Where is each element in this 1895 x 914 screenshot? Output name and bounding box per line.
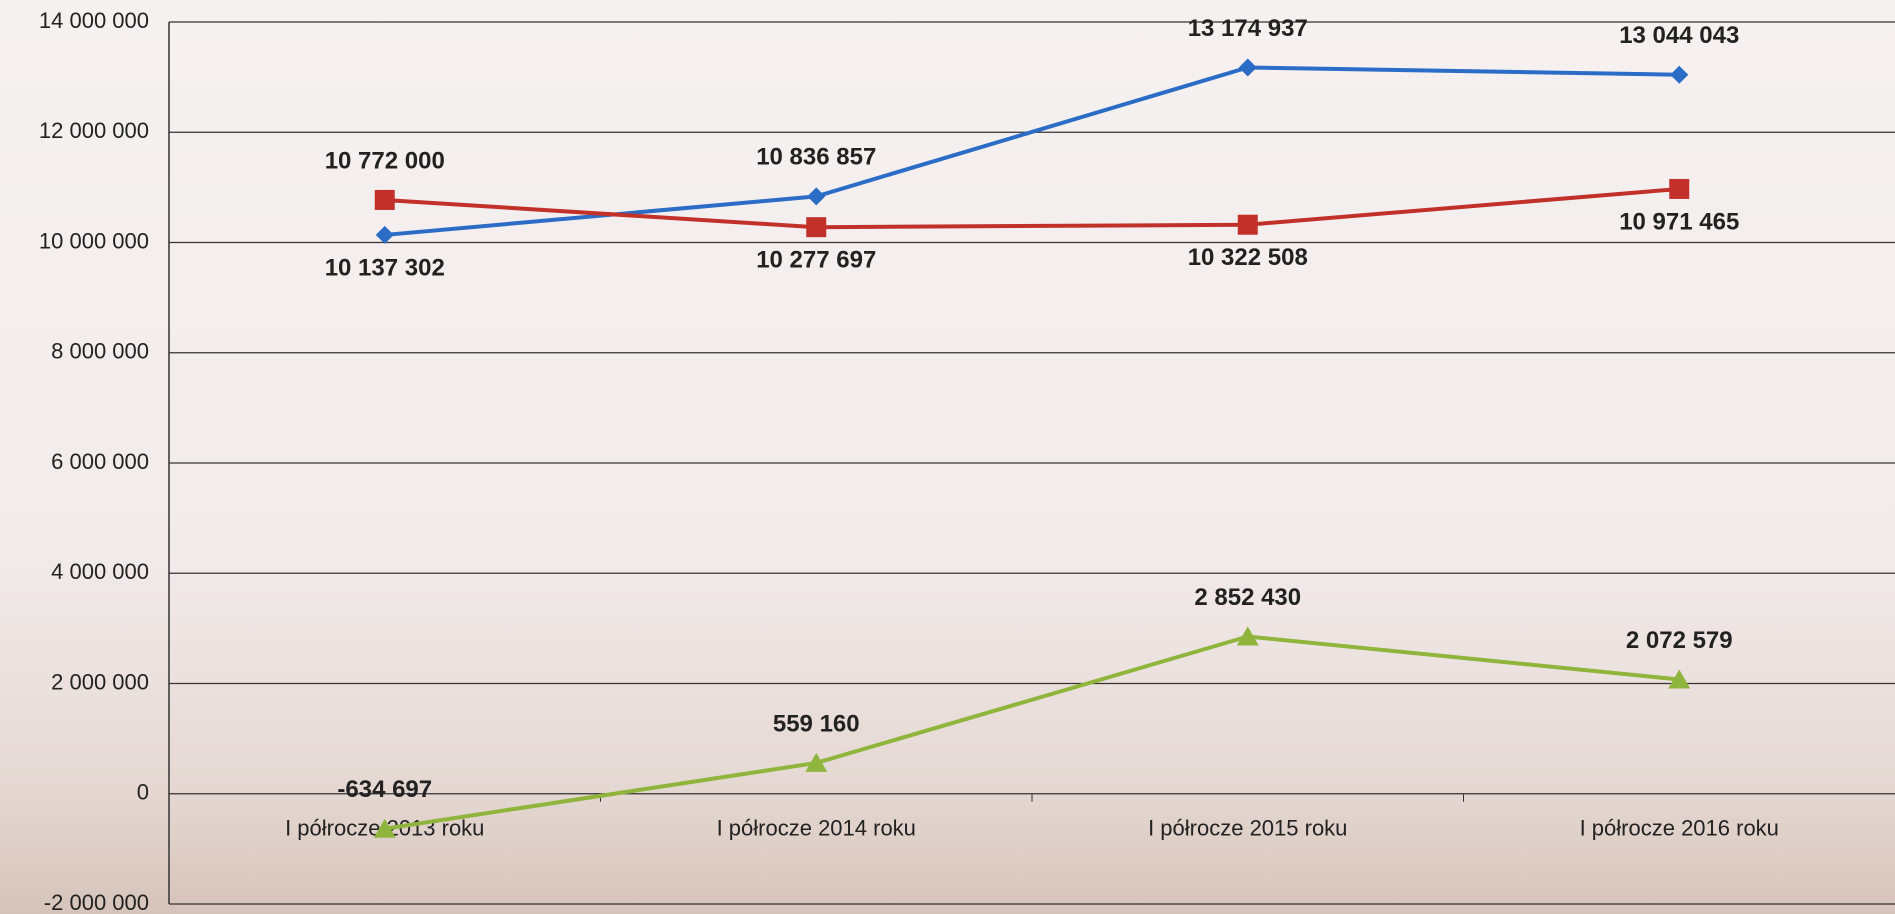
series-line (384, 186, 1680, 230)
y-tick-label: 4 000 000 (51, 559, 149, 584)
marker (806, 217, 827, 238)
value-label: 13 174 937 (1188, 15, 1308, 42)
marker (1236, 626, 1259, 646)
y-tick-label: 10 000 000 (39, 228, 149, 253)
value-label: 13 044 043 (1619, 22, 1739, 49)
x-tick-label: I półrocze 2015 roku (1148, 816, 1347, 841)
value-label: 10 836 857 (756, 144, 876, 171)
x-tick-label: I półrocze 2014 roku (717, 816, 916, 841)
marker (1237, 214, 1258, 235)
value-label: 10 322 508 (1188, 244, 1308, 271)
value-label: 10 277 697 (756, 247, 876, 274)
y-tick-label: -2 000 000 (44, 890, 149, 914)
x-tick-label: I półrocze 2016 roku (1580, 816, 1779, 841)
value-label: 10 137 302 (325, 254, 445, 281)
y-tick-label: 14 000 000 (39, 8, 149, 33)
marker (807, 187, 826, 206)
marker (375, 225, 394, 244)
marker (1668, 669, 1691, 689)
y-tick-label: 2 000 000 (51, 669, 149, 694)
value-label: 10 772 000 (325, 147, 445, 174)
y-tick-label: 0 (137, 780, 149, 805)
marker (373, 818, 396, 838)
value-label: -634 697 (337, 776, 432, 803)
marker (805, 752, 828, 772)
y-tick-label: 6 000 000 (51, 449, 149, 474)
series-line (384, 65, 1680, 237)
value-label: 559 160 (773, 710, 860, 737)
value-label: 10 971 465 (1619, 208, 1739, 235)
marker (374, 189, 395, 210)
marker (1670, 65, 1689, 84)
series-line (384, 634, 1680, 831)
marker (1238, 58, 1257, 77)
y-tick-label: 12 000 000 (39, 118, 149, 143)
value-label: 2 852 430 (1194, 584, 1301, 611)
marker (1669, 178, 1690, 199)
y-tick-label: 8 000 000 (51, 339, 149, 364)
value-label: 2 072 579 (1626, 627, 1733, 654)
